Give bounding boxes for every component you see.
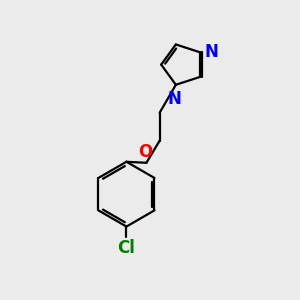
Text: N: N [205,43,219,61]
Text: O: O [138,143,152,161]
Text: N: N [167,90,181,108]
Text: Cl: Cl [118,239,135,257]
